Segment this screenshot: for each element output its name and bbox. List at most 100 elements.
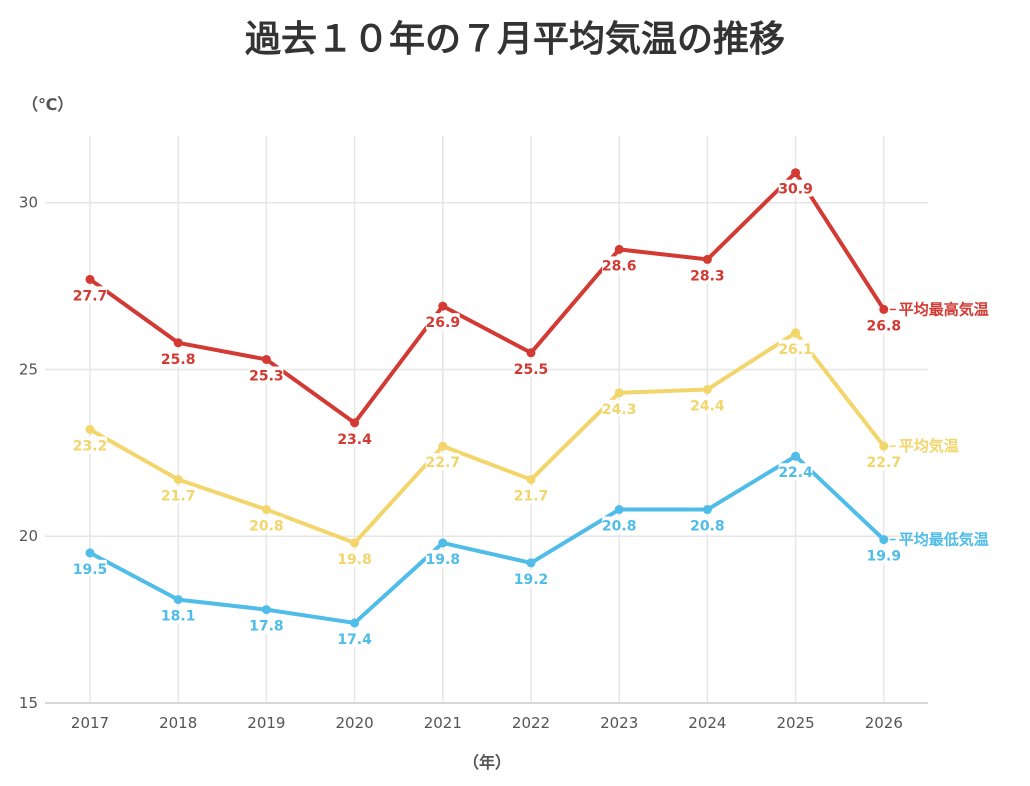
data-label: 19.5: [73, 562, 108, 578]
data-label-bg: [249, 366, 284, 384]
data-point: [526, 475, 536, 485]
data-point: [438, 301, 448, 311]
data-label-bg: [866, 453, 901, 471]
data-point: [85, 548, 95, 558]
series-label: 平均最高気温: [899, 300, 989, 318]
data-label-bg: [161, 349, 196, 367]
data-label-bg: [690, 266, 725, 284]
data-label: 25.3: [249, 368, 284, 384]
x-tick-label: 2017: [71, 714, 109, 732]
data-label-bg: [514, 359, 548, 377]
data-point: [173, 475, 183, 485]
x-tick-label: 2021: [424, 714, 462, 732]
x-tick-label: 2024: [688, 714, 726, 732]
x-tick-label: 2025: [777, 714, 815, 732]
data-label-bg: [778, 179, 813, 197]
data-label: 24.4: [690, 398, 725, 414]
data-label-bg: [337, 549, 372, 567]
series-label: 平均最低気温: [899, 531, 989, 549]
series-line: [88, 454, 886, 625]
data-point: [173, 595, 183, 605]
series-line: [88, 330, 886, 545]
data-point: [614, 505, 624, 515]
y-tick-label: 20: [19, 527, 38, 545]
data-label-bg: [866, 546, 901, 564]
data-label: 27.7: [73, 288, 108, 304]
data-label-bg: [337, 629, 372, 647]
data-label-bg: [690, 396, 725, 414]
x-tick-label: 2020: [336, 714, 374, 732]
data-point: [438, 538, 448, 548]
y-tick-label: 30: [19, 194, 38, 212]
x-tick-label: 2019: [247, 714, 285, 732]
data-label: 25.8: [161, 352, 196, 368]
data-label: 23.4: [337, 432, 372, 448]
data-label-bg: [161, 606, 196, 624]
data-point: [791, 451, 801, 461]
series-3: 19.5 18.1 17.8 17.4 19.8 19.2 20.8 20.8 22.4 19.9…: [73, 451, 989, 648]
data-label: 19.8: [426, 552, 461, 568]
series-line: [88, 170, 886, 425]
data-label: 23.2: [73, 439, 108, 455]
x-tick-label: 2022: [512, 714, 550, 732]
data-point: [261, 505, 271, 515]
data-point: [879, 441, 889, 451]
data-label-bg: [249, 516, 284, 534]
data-label: 30.9: [778, 182, 813, 198]
data-point: [702, 505, 712, 515]
data-label: 21.7: [514, 489, 549, 505]
data-label-bg: [602, 256, 637, 274]
data-point: [350, 418, 360, 428]
chart-title: 過去１０年の７月平均気温の推移: [244, 19, 785, 60]
data-label: 22.7: [867, 455, 902, 471]
data-label-bg: [690, 516, 725, 534]
data-label: 21.7: [161, 489, 196, 505]
data-label: 17.4: [337, 632, 372, 648]
data-label: 26.1: [778, 342, 813, 358]
data-label-bg: [161, 486, 196, 504]
data-point: [438, 441, 448, 451]
data-label: 20.8: [690, 519, 725, 535]
data-point: [879, 304, 889, 314]
data-label-bg: [602, 516, 637, 534]
data-label-bg: [425, 549, 460, 567]
y-axis-label: （℃）: [22, 95, 73, 114]
data-point: [614, 244, 624, 254]
series-group: 27.7 25.8 25.3 23.4 26.9 25.5 28.6 28.3 30.9 26.8…: [73, 168, 989, 648]
data-label-bg: [866, 316, 901, 334]
data-point: [261, 605, 271, 615]
y-tick-label: 15: [19, 694, 38, 712]
data-label: 28.3: [690, 268, 725, 284]
data-label-bg: [73, 286, 107, 304]
data-label: 19.8: [337, 552, 372, 568]
data-point: [85, 274, 95, 284]
data-label-bg: [249, 616, 284, 634]
data-label-bg: [73, 559, 107, 577]
data-label-bg: [602, 399, 637, 417]
data-label: 19.2: [514, 572, 549, 588]
data-label: 20.8: [249, 519, 284, 535]
data-point: [614, 388, 624, 398]
data-point: [85, 425, 95, 435]
data-label-bg: [425, 453, 460, 471]
data-label: 20.8: [602, 519, 637, 535]
data-point: [261, 354, 271, 364]
x-tick-label: 2018: [159, 714, 197, 732]
data-label: 26.9: [426, 315, 461, 331]
series-label: 平均気温: [899, 437, 959, 455]
data-label-bg: [778, 463, 813, 481]
data-point: [350, 538, 360, 548]
data-point: [526, 558, 536, 568]
x-tick-label: 2023: [600, 714, 638, 732]
x-tick-label: 2026: [865, 714, 903, 732]
data-point: [350, 618, 360, 628]
data-label-bg: [514, 486, 548, 504]
data-point: [173, 338, 183, 348]
data-label: 25.5: [514, 362, 549, 378]
data-label-bg: [514, 569, 548, 587]
data-point: [526, 348, 536, 358]
data-label-bg: [73, 436, 107, 454]
data-point: [791, 328, 801, 338]
